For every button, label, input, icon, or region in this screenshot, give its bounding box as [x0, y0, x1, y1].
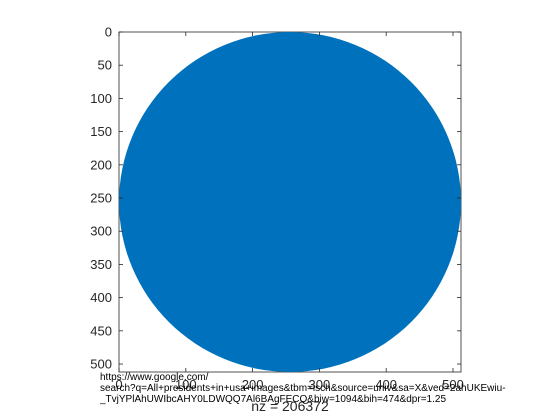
url-line-2: search?q=All+presidents+in+usa+images&tb… [100, 383, 560, 394]
url-line-1: https://www.google.com/ [100, 372, 560, 383]
y-tick-label: 450 [90, 323, 112, 338]
y-tick-label: 100 [90, 91, 112, 106]
y-tick-label: 0 [105, 25, 112, 40]
y-tick-label: 250 [90, 191, 112, 206]
y-tick-label: 150 [90, 124, 112, 139]
url-line-3: _TvjYPlAhUWIbcAHY0LDWQQ7Al6BAgFECQ&biw=1… [100, 394, 560, 405]
y-tick-label: 500 [90, 357, 112, 372]
y-tick-label: 50 [98, 58, 112, 73]
url-overlay-text: https://www.google.com/ search?q=All+pre… [100, 372, 560, 405]
y-tick-label: 200 [90, 157, 112, 172]
y-tick-label: 300 [90, 224, 112, 239]
nonzero-disk [119, 32, 461, 372]
y-tick-label: 350 [90, 257, 112, 272]
y-tick-label: 400 [90, 290, 112, 305]
data-layer [119, 32, 461, 372]
